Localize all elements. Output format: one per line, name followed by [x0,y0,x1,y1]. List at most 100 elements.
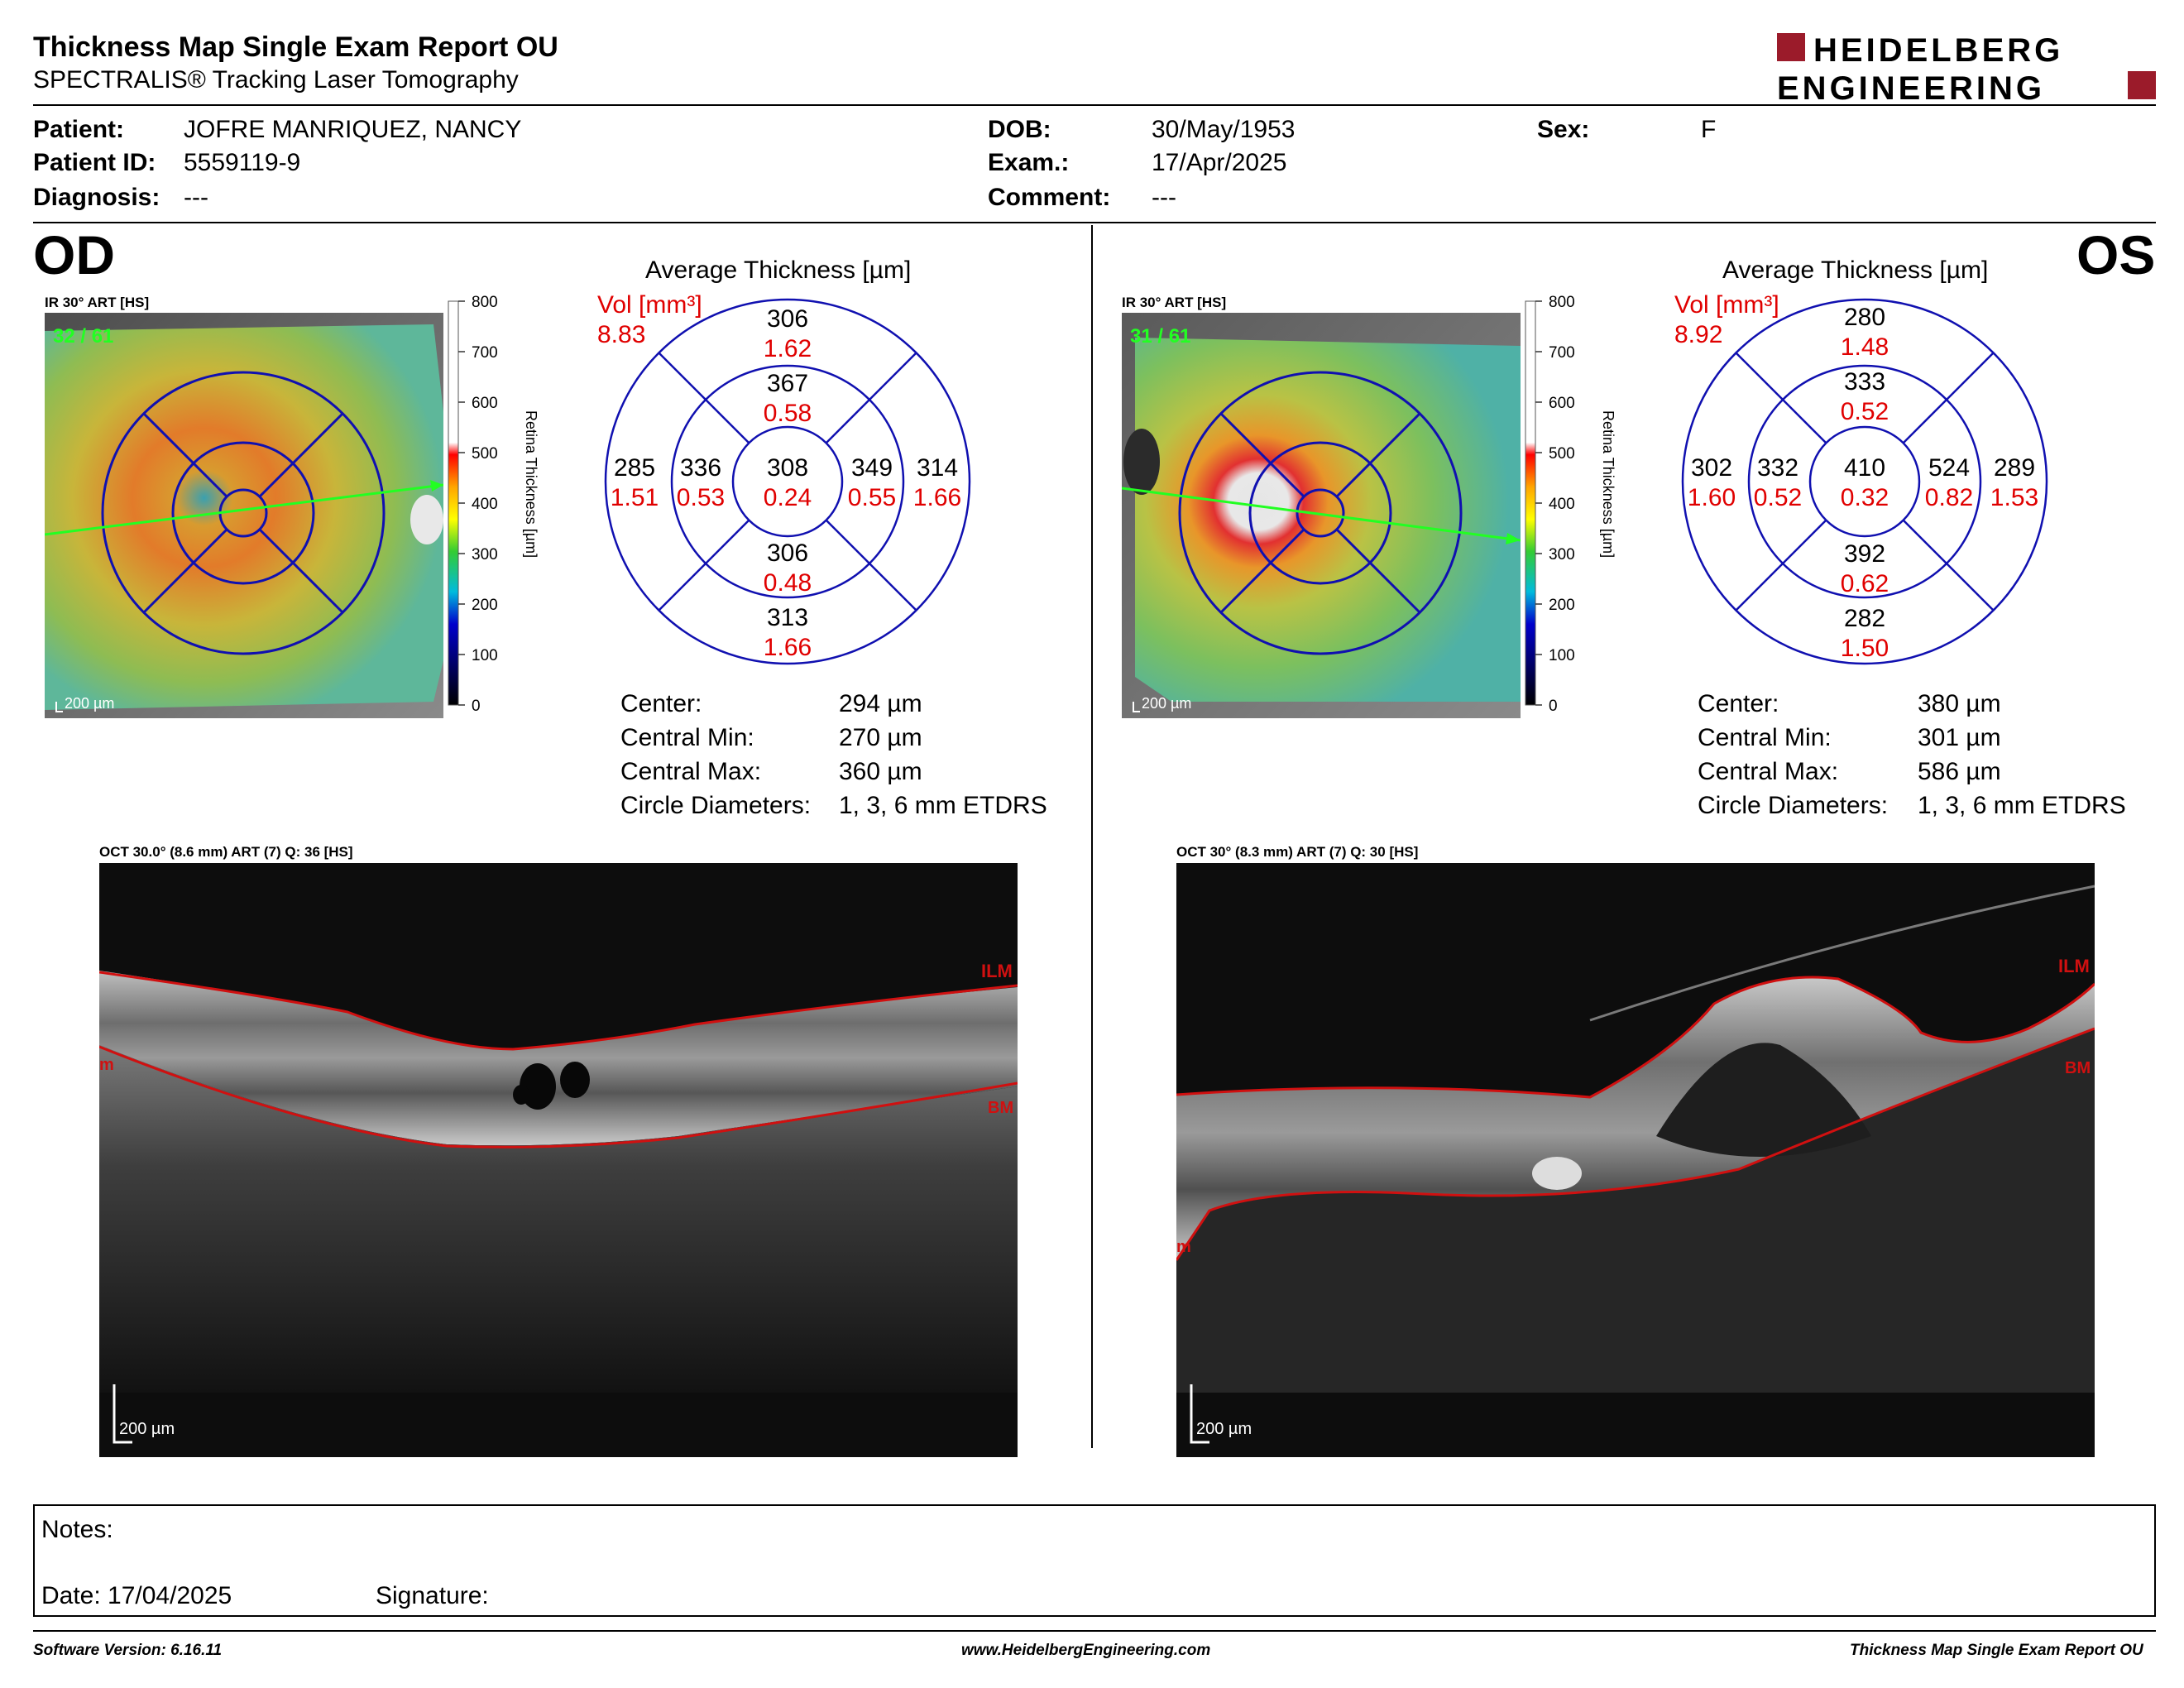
comment-label: Comment: [988,184,1111,211]
od-inner-inf-volume: 0.48 [764,569,812,597]
os-inner-left-volume: 0.52 [1754,484,1802,511]
patient-name: JOFRE MANRIQUEZ, NANCY [184,116,522,143]
os-outer-sup-thickness: 280 [1844,304,1885,331]
od-colorbar-tick-label: 600 [472,395,498,412]
od-inner-right-thickness: 349 [851,454,893,482]
os-center-value: 380 µm [1918,690,2001,717]
os-colorbar-tick-label: 100 [1549,647,1575,664]
os-eye-label: OS [2076,224,2156,285]
signature-label: Signature: [376,1582,489,1609]
date-label: Date: 17/04/2025 [41,1582,232,1609]
footer-report: Thickness Map Single Exam Report OU [1850,1642,2143,1659]
od-oct-label: OCT 30.0° (8.6 mm) ART (7) Q: 36 [HS] [99,844,353,860]
od-inner-right-volume: 0.55 [848,484,896,511]
od-center-label: Center: [620,690,702,717]
os-left-mark: m [1176,1238,1191,1256]
od-circle-diameters-value: 1, 3, 6 mm ETDRS [839,792,1047,819]
od-inner-inf-thickness: 306 [767,539,808,567]
os-ilm-label: ILM [2058,956,2090,976]
od-eye-label: OD [33,224,115,285]
od-colorbar-label: Retina Thickness [µm] [523,410,539,558]
notes-label: Notes: [41,1516,113,1543]
diagnosis-value: --- [184,184,208,211]
os-circle-diameters-label: Circle Diameters: [1698,792,1889,819]
od-center-volume: 0.24 [764,484,812,511]
heidelberg-logo: HEIDELBERG ENGINEERING [1777,32,2156,103]
od-oct-bscan: ILM BM m 200 µm [99,863,1018,1457]
header-divider [33,104,2156,106]
od-outer-inf-thickness: 313 [767,604,808,631]
os-center-thickness: 410 [1844,454,1885,482]
od-outer-sup-volume: 1.62 [764,335,812,362]
od-thickness-map: 32 / 61 200 µm [45,313,443,718]
od-outer-left-volume: 1.51 [611,484,659,511]
brand-line2: ENGINEERING [1777,70,2045,103]
od-colorbar-ticks: 800 700 600 500 400 300 200 100 0 [458,295,498,715]
os-inner-right-thickness: 524 [1928,454,1970,482]
od-chart-title: Average Thickness [µm] [645,257,912,284]
os-outer-left-thickness: 302 [1691,454,1732,482]
os-outer-left-volume: 1.60 [1688,484,1736,511]
os-frame-count: 31 / 61 [1130,325,1190,348]
sex-value: F [1701,116,1717,143]
od-outer-left-thickness: 285 [614,454,655,482]
od-colorbar: 800 700 600 500 400 300 200 100 0 Retina Thickne… [448,295,539,715]
od-central-min-value: 270 µm [839,724,922,751]
od-ilm-label: ILM [981,961,1013,981]
os-colorbar: 800 700 600 500 400 300 200 100 0 Retina Thickne… [1525,295,1616,715]
exam-label: Exam.: [988,149,1070,176]
os-inner-sup-volume: 0.52 [1841,398,1889,425]
os-colorbar-tick-label: 0 [1549,698,1558,715]
os-outer-sup-volume: 1.48 [1841,333,1889,361]
od-colorbar-tick-label: 500 [472,445,498,463]
od-etdrs-grid: 306 1.62 367 0.58 308 0.24 306 0.48 313 … [604,298,971,665]
os-central-max-label: Central Max: [1698,758,1839,785]
os-colorbar-tick-label: 600 [1549,395,1575,412]
os-colorbar-tick-label: 500 [1549,445,1575,463]
od-outer-right-volume: 1.66 [913,484,961,511]
os-outer-right-volume: 1.53 [1990,484,2038,511]
os-colorbar-tick-label: 400 [1549,496,1575,513]
os-oct-label: OCT 30° (8.3 mm) ART (7) Q: 30 [HS] [1176,844,1419,860]
eye-divider [1091,225,1093,1448]
comment-value: --- [1152,184,1176,211]
od-outer-right-thickness: 314 [917,454,958,482]
od-inner-left-thickness: 336 [680,454,721,482]
od-inner-sup-thickness: 367 [767,370,808,397]
os-colorbar-tick-label: 200 [1549,597,1575,614]
os-inner-left-thickness: 332 [1757,454,1798,482]
od-inner-sup-volume: 0.58 [764,400,812,427]
patient-label: Patient: [33,116,125,143]
od-oct-scale: 200 µm [119,1420,175,1438]
od-bm-label: BM [988,1099,1013,1117]
report-title: Thickness Map Single Exam Report OU [33,31,558,63]
os-colorbar-tick-label: 300 [1549,546,1575,563]
os-bm-label: BM [2065,1059,2091,1077]
notes-box[interactable]: Notes: Date: 17/04/2025 Signature: [33,1504,2156,1617]
os-inner-sup-thickness: 333 [1844,368,1885,396]
os-inner-inf-volume: 0.62 [1841,570,1889,597]
od-colorbar-tick-label: 700 [472,344,498,362]
os-etdrs-grid: 280 1.48 333 0.52 410 0.32 392 0.62 282 … [1681,298,2048,665]
sex-label: Sex: [1537,116,1590,143]
os-outer-inf-volume: 1.50 [1841,635,1889,662]
os-inner-right-volume: 0.82 [1925,484,1973,511]
footer-website[interactable]: www.HeidelbergEngineering.com [961,1642,1211,1659]
od-frame-count: 32 / 61 [53,325,113,348]
od-colorbar-tick-label: 200 [472,597,498,614]
os-central-min-label: Central Min: [1698,724,1832,751]
od-colorbar-tick-label: 100 [472,647,498,664]
od-central-max-label: Central Max: [620,758,762,785]
os-colorbar-label: Retina Thickness [µm] [1600,410,1616,558]
os-central-max-value: 586 µm [1918,758,2001,785]
os-inner-inf-thickness: 392 [1844,540,1885,568]
od-colorbar-tick-label: 0 [472,698,481,715]
od-colorbar-tick-label: 800 [472,295,498,311]
patient-id-label: Patient ID: [33,149,156,176]
od-central-min-label: Central Min: [620,724,754,751]
os-center-label: Center: [1698,690,1779,717]
os-central-min-value: 301 µm [1918,724,2001,751]
dob-value: 30/May/1953 [1152,116,1296,143]
os-thickness-map: 31 / 61 200 µm [1122,313,1521,718]
report-subtitle: SPECTRALIS® Tracking Laser Tomography [33,66,519,94]
